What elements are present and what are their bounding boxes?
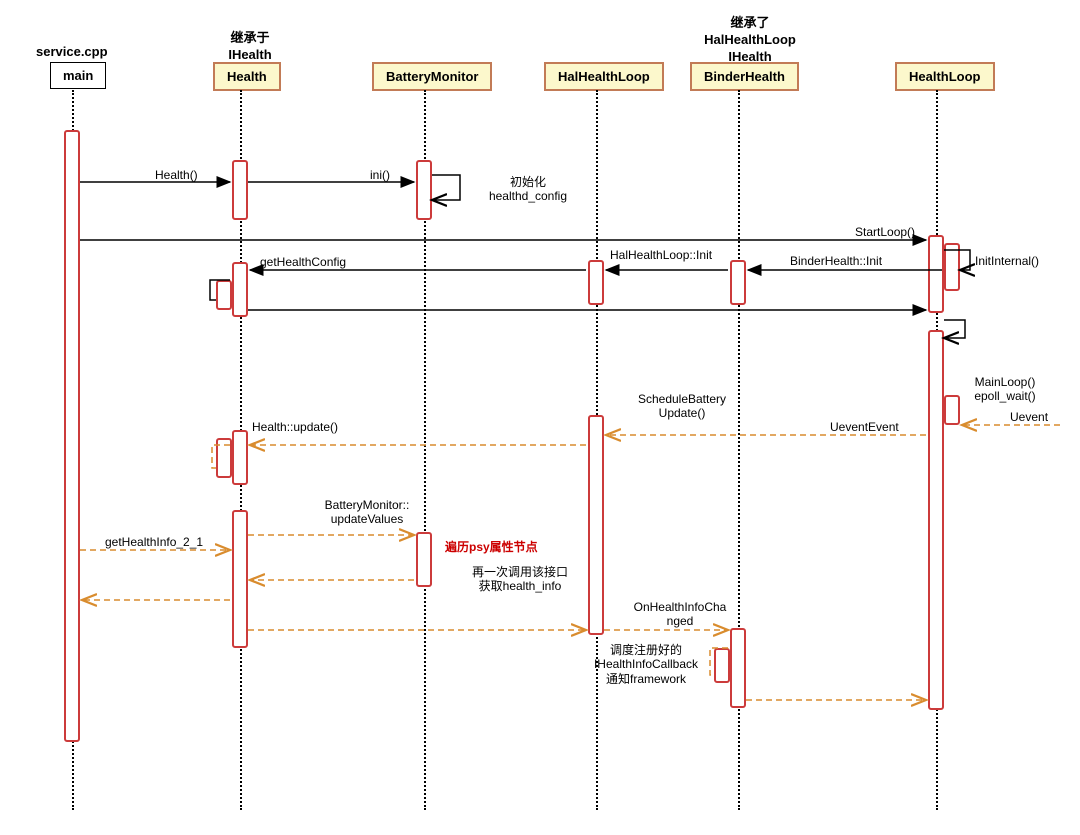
act-health-1 xyxy=(232,160,248,220)
msg-onhealthinfo: OnHealthInfoChanged xyxy=(615,600,745,629)
msg-retry: 再一次调用该接口获取health_info xyxy=(455,565,585,594)
msg-ini: ini() xyxy=(370,168,390,182)
act-health-2b xyxy=(216,280,232,310)
participant-loop: HealthLoop xyxy=(895,62,995,91)
msg-schedule: ScheduleBatteryUpdate() xyxy=(622,392,742,421)
msg-health: Health() xyxy=(155,168,198,182)
participant-halloop: HalHealthLoop xyxy=(544,62,664,91)
act-main xyxy=(64,130,80,742)
msg-battupdate: BatteryMonitor::updateValues xyxy=(307,498,427,527)
act-loop-1 xyxy=(928,235,944,313)
msg-init-config: 初始化healthd_config xyxy=(468,175,588,204)
act-halloop-2 xyxy=(588,415,604,635)
msg-uevent: Uevent xyxy=(1010,410,1048,424)
act-battmon-2 xyxy=(416,532,432,587)
act-health-4 xyxy=(232,510,248,648)
act-battmon-1 xyxy=(416,160,432,220)
participant-binder: BinderHealth xyxy=(690,62,799,91)
msg-initinternal: InitInternal() xyxy=(975,254,1039,268)
msg-healthupdate: Health::update() xyxy=(252,420,338,434)
act-loop-2 xyxy=(928,330,944,710)
act-binder-2b xyxy=(714,648,730,683)
msg-mainloop: MainLoop()epoll_wait() xyxy=(960,375,1050,404)
msg-halinit: HalHealthLoop::Init xyxy=(610,248,712,262)
act-health-3b xyxy=(216,438,232,478)
act-health-2 xyxy=(232,262,248,317)
msg-psy: 遍历psy属性节点 xyxy=(445,540,538,554)
header-main: service.cpp xyxy=(36,44,108,61)
sequence-diagram: service.cpp 继承于IHealth 继承了HalHealthLoopI… xyxy=(0,0,1080,835)
header-health: 继承于IHealth xyxy=(220,30,280,64)
msg-ueventevent: UeventEvent xyxy=(830,420,899,434)
act-loop-1b xyxy=(944,243,960,291)
act-binder-2 xyxy=(730,628,746,708)
msg-gethealthconfig: getHealthConfig xyxy=(260,255,346,269)
act-health-3 xyxy=(232,430,248,485)
msg-gethealthinfo: getHealthInfo_2_1 xyxy=(105,535,203,549)
arrows-layer xyxy=(0,0,1080,835)
participant-battmon: BatteryMonitor xyxy=(372,62,492,91)
participant-health: Health xyxy=(213,62,281,91)
msg-startloop: StartLoop() xyxy=(855,225,915,239)
header-binder: 继承了HalHealthLoopIHealth xyxy=(695,15,805,66)
act-halloop-1 xyxy=(588,260,604,305)
msg-binderinit: BinderHealth::Init xyxy=(790,254,882,268)
participant-main: main xyxy=(50,62,106,89)
act-loop-2b xyxy=(944,395,960,425)
msg-callback: 调度注册好的IHealthInfoCallback通知framework xyxy=(576,643,716,686)
act-binder-1 xyxy=(730,260,746,305)
